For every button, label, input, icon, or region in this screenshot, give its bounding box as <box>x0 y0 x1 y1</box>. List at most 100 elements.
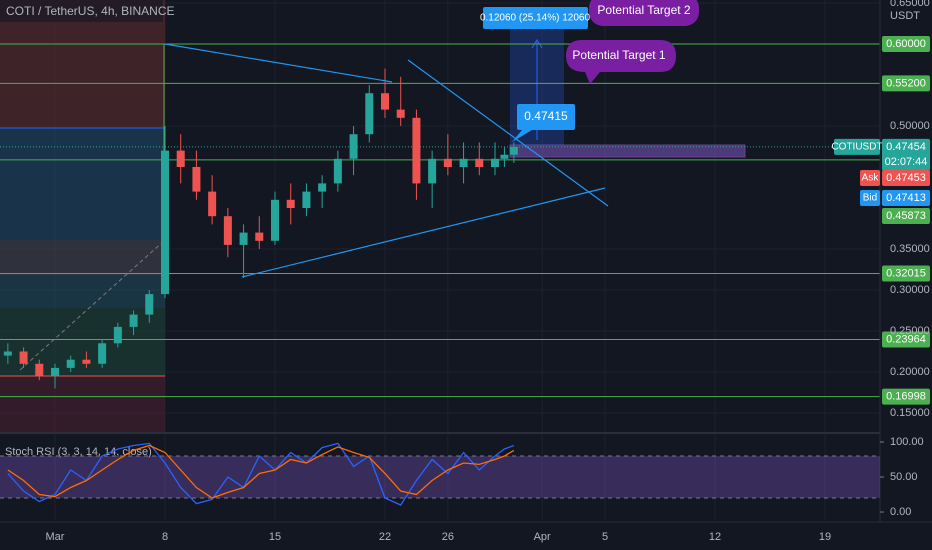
level-label-box <box>882 331 930 348</box>
candle-body <box>428 158 437 184</box>
measure-label: 0.12060 (25.14%) 12060 <box>480 13 591 24</box>
countdown: 02:07:44 <box>885 156 928 168</box>
stoch-pane: 100.00 50.00 0.00 <box>0 436 924 518</box>
target-label: Potential Target 2 <box>597 3 691 17</box>
trend-line <box>407 59 609 207</box>
level-label: 0.16998 <box>886 391 926 403</box>
x-tick-label: 15 <box>269 531 281 543</box>
target-balloon <box>566 40 676 84</box>
candle-body <box>82 359 91 364</box>
y-tick-label: 0.50000 <box>890 120 930 132</box>
bid-label: 0.47413 <box>886 192 926 204</box>
candle-body <box>223 216 232 245</box>
y-unit: USDT <box>890 10 920 22</box>
bid-box <box>882 190 930 206</box>
candle-body <box>333 158 342 184</box>
candle-body <box>459 158 468 168</box>
candle-body <box>318 183 327 192</box>
trend-lines <box>164 43 609 278</box>
level-label-box <box>882 388 930 405</box>
candle-body <box>509 146 518 155</box>
candle-body <box>443 158 452 168</box>
trend-line <box>164 43 393 83</box>
x-tick-label: 5 <box>602 531 608 543</box>
candle-body <box>145 294 154 315</box>
candle-body <box>3 351 12 356</box>
callouts: 0.12060 (25.14%) 12060 Potential Target … <box>480 0 699 142</box>
candle-body <box>475 158 484 168</box>
candle-body <box>302 191 311 209</box>
y-tick-label: 50.00 <box>890 471 918 483</box>
target-balloon <box>589 0 699 26</box>
candle-body <box>396 109 405 118</box>
symbol-box <box>834 138 880 155</box>
price-callout-tail <box>512 130 532 142</box>
measure-label-box <box>483 7 588 29</box>
x-tick-label: Apr <box>534 531 551 543</box>
level-label: 0.45873 <box>886 210 926 222</box>
candle-body <box>255 232 264 241</box>
price-badges: 0.60000 0.55200 0.45873 0.32015 0.23964 0.169… <box>831 36 930 405</box>
y-tick-label: 0.20000 <box>890 366 930 378</box>
candle-body <box>491 158 499 168</box>
candle-body <box>271 199 279 241</box>
candle-body <box>113 326 122 344</box>
chart-title: COTI / TetherUS, 4h, BINANCE <box>6 4 175 18</box>
candle-body <box>208 191 217 217</box>
candle-body <box>51 367 59 377</box>
title-backdrop <box>0 0 163 22</box>
stoch-line <box>7 442 515 506</box>
ask-box <box>882 170 930 186</box>
level-label: 0.60000 <box>886 38 926 50</box>
x-tick-label: 19 <box>819 531 831 543</box>
candle-body <box>412 117 421 184</box>
candle-body <box>66 359 75 368</box>
bid-tag-box <box>860 190 880 206</box>
level-label: 0.23964 <box>886 333 926 345</box>
ask-tag-box <box>860 170 880 186</box>
level-label-box <box>882 75 930 92</box>
candle-body <box>176 150 185 168</box>
trend-line <box>241 187 606 278</box>
candle-body <box>239 232 248 245</box>
indicator-title: Stoch RSI (3, 3, 14, 14, close) <box>5 446 152 458</box>
y-tick-label: 0.25000 <box>890 325 930 337</box>
level-label-box <box>882 265 930 282</box>
y-tick-label: 0.00 <box>890 506 911 518</box>
candle-body <box>286 199 295 209</box>
zone <box>0 128 165 240</box>
level-label-box <box>882 36 930 53</box>
candle-body <box>98 343 107 364</box>
level-label: 0.32015 <box>886 267 926 279</box>
last-price-box <box>882 138 930 171</box>
x-tick-label: 22 <box>379 531 391 543</box>
candle-body <box>19 351 28 364</box>
x-tick-label: 8 <box>162 531 168 543</box>
zone <box>0 240 165 276</box>
candle-body <box>381 93 389 110</box>
y-tick-label: 0.35000 <box>890 243 930 255</box>
candle-body <box>349 134 358 159</box>
measure-arrow-head <box>531 39 543 49</box>
x-tick-label: 12 <box>709 531 721 543</box>
candle-body <box>192 167 201 192</box>
zone-diagonal <box>19 239 166 371</box>
y-tick-label: 0.65000 <box>890 0 930 9</box>
zone <box>0 308 165 376</box>
candle-body <box>161 150 169 295</box>
zone <box>0 276 165 308</box>
grid <box>0 0 880 520</box>
y-tick-label: 100.00 <box>890 436 924 448</box>
price-callout: 0.47415 <box>524 109 568 123</box>
x-tick-label: Mar <box>46 531 65 543</box>
bid-tag: Bid <box>863 193 877 204</box>
ask-label: 0.47453 <box>886 172 926 184</box>
last-price-label: 0.47454 <box>886 141 926 153</box>
symbol-label: COTIUSDT <box>831 142 882 153</box>
candle-body <box>129 314 138 327</box>
candle-body <box>500 154 509 159</box>
zone <box>0 376 165 432</box>
x-tick-label: 26 <box>442 531 454 543</box>
stoch-line <box>7 444 515 499</box>
